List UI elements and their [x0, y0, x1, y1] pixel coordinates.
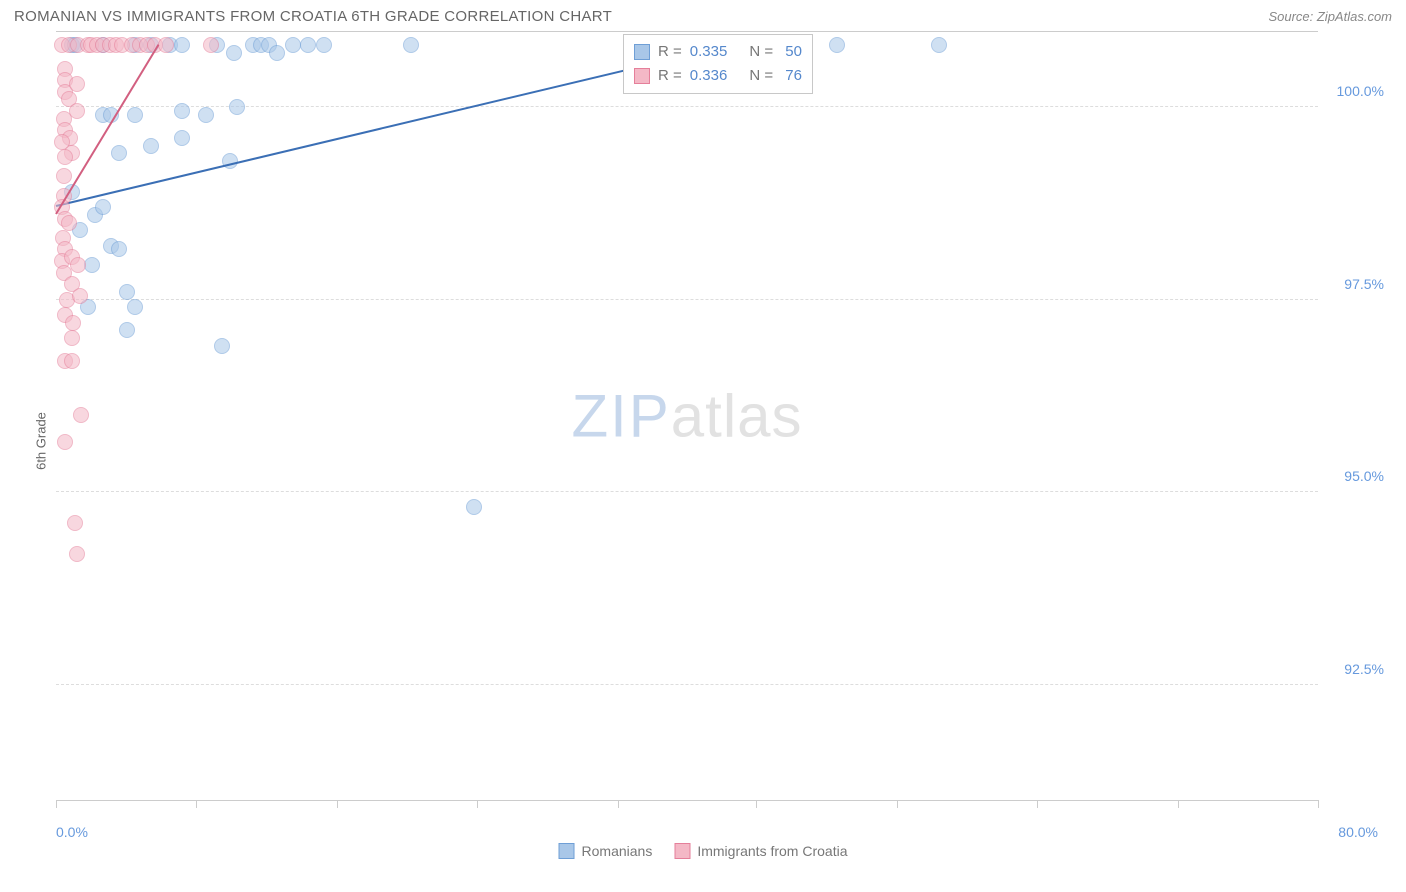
- data-point: [119, 284, 135, 300]
- data-point: [72, 288, 88, 304]
- data-point: [119, 322, 135, 338]
- y-axis-label: 6th Grade: [33, 412, 48, 470]
- gridline: [56, 299, 1318, 300]
- y-tick-label: 95.0%: [1344, 468, 1384, 484]
- legend-swatch: [634, 44, 650, 60]
- data-point: [56, 168, 72, 184]
- legend-item: Romanians: [559, 843, 653, 859]
- data-point: [143, 138, 159, 154]
- y-tick-label: 92.5%: [1344, 661, 1384, 677]
- plot-region: ZIPatlas 100.0%97.5%95.0%92.5%0.0%80.0%R…: [56, 31, 1318, 801]
- data-point: [174, 130, 190, 146]
- data-point: [73, 407, 89, 423]
- data-point: [111, 145, 127, 161]
- n-label: N =: [749, 40, 773, 64]
- n-label: N =: [749, 64, 773, 88]
- data-point: [300, 37, 316, 53]
- data-point: [65, 315, 81, 331]
- gridline: [56, 491, 1318, 492]
- gridline: [56, 684, 1318, 685]
- legend-swatch: [559, 843, 575, 859]
- data-point: [229, 99, 245, 115]
- legend-swatch: [674, 843, 690, 859]
- data-point: [69, 76, 85, 92]
- data-point: [95, 199, 111, 215]
- data-point: [269, 45, 285, 61]
- y-tick-label: 100.0%: [1337, 83, 1384, 99]
- chart-area: 6th Grade ZIPatlas 100.0%97.5%95.0%92.5%…: [14, 31, 1392, 851]
- legend-swatch: [634, 68, 650, 84]
- data-point: [67, 515, 83, 531]
- x-tick: [1318, 800, 1319, 808]
- data-point: [64, 353, 80, 369]
- r-label: R =: [658, 40, 682, 64]
- stats-box: R = 0.335 N = 50 R = 0.336 N = 76: [623, 34, 813, 94]
- data-point: [198, 107, 214, 123]
- r-value: 0.336: [690, 64, 728, 88]
- r-value: 0.335: [690, 40, 728, 64]
- x-tick: [477, 800, 478, 808]
- data-point: [158, 37, 174, 53]
- x-axis-max-label: 80.0%: [1338, 824, 1378, 840]
- n-value: 76: [781, 64, 802, 88]
- data-point: [285, 37, 301, 53]
- x-tick: [1037, 800, 1038, 808]
- y-tick-label: 97.5%: [1344, 276, 1384, 292]
- data-point: [316, 37, 332, 53]
- watermark-zip: ZIP: [571, 383, 670, 450]
- data-point: [931, 37, 947, 53]
- legend-item: Immigrants from Croatia: [674, 843, 847, 859]
- r-label: R =: [658, 64, 682, 88]
- data-point: [203, 37, 219, 53]
- data-point: [57, 149, 73, 165]
- data-point: [466, 499, 482, 515]
- data-point: [127, 299, 143, 315]
- data-point: [403, 37, 419, 53]
- x-tick: [337, 800, 338, 808]
- data-point: [226, 45, 242, 61]
- x-tick: [756, 800, 757, 808]
- data-point: [57, 434, 73, 450]
- data-point: [84, 257, 100, 273]
- data-point: [69, 546, 85, 562]
- chart-header: ROMANIAN VS IMMIGRANTS FROM CROATIA 6TH …: [0, 0, 1406, 31]
- data-point: [64, 330, 80, 346]
- chart-title: ROMANIAN VS IMMIGRANTS FROM CROATIA 6TH …: [14, 8, 612, 25]
- x-axis-min-label: 0.0%: [56, 824, 88, 840]
- data-point: [111, 241, 127, 257]
- x-tick: [618, 800, 619, 808]
- data-point: [127, 107, 143, 123]
- data-point: [174, 103, 190, 119]
- data-point: [829, 37, 845, 53]
- data-point: [70, 257, 86, 273]
- legend-label: Immigrants from Croatia: [697, 843, 847, 859]
- watermark-atlas: atlas: [671, 383, 803, 450]
- stats-row: R = 0.336 N = 76: [634, 64, 802, 88]
- watermark: ZIPatlas: [571, 382, 802, 451]
- data-point: [61, 215, 77, 231]
- stats-row: R = 0.335 N = 50: [634, 40, 802, 64]
- data-point: [214, 338, 230, 354]
- x-tick: [897, 800, 898, 808]
- x-tick: [196, 800, 197, 808]
- legend-label: Romanians: [582, 843, 653, 859]
- chart-source: Source: ZipAtlas.com: [1268, 9, 1392, 24]
- x-tick: [1178, 800, 1179, 808]
- n-value: 50: [781, 40, 802, 64]
- bottom-legend: Romanians Immigrants from Croatia: [559, 843, 848, 859]
- x-tick: [56, 800, 57, 808]
- data-point: [174, 37, 190, 53]
